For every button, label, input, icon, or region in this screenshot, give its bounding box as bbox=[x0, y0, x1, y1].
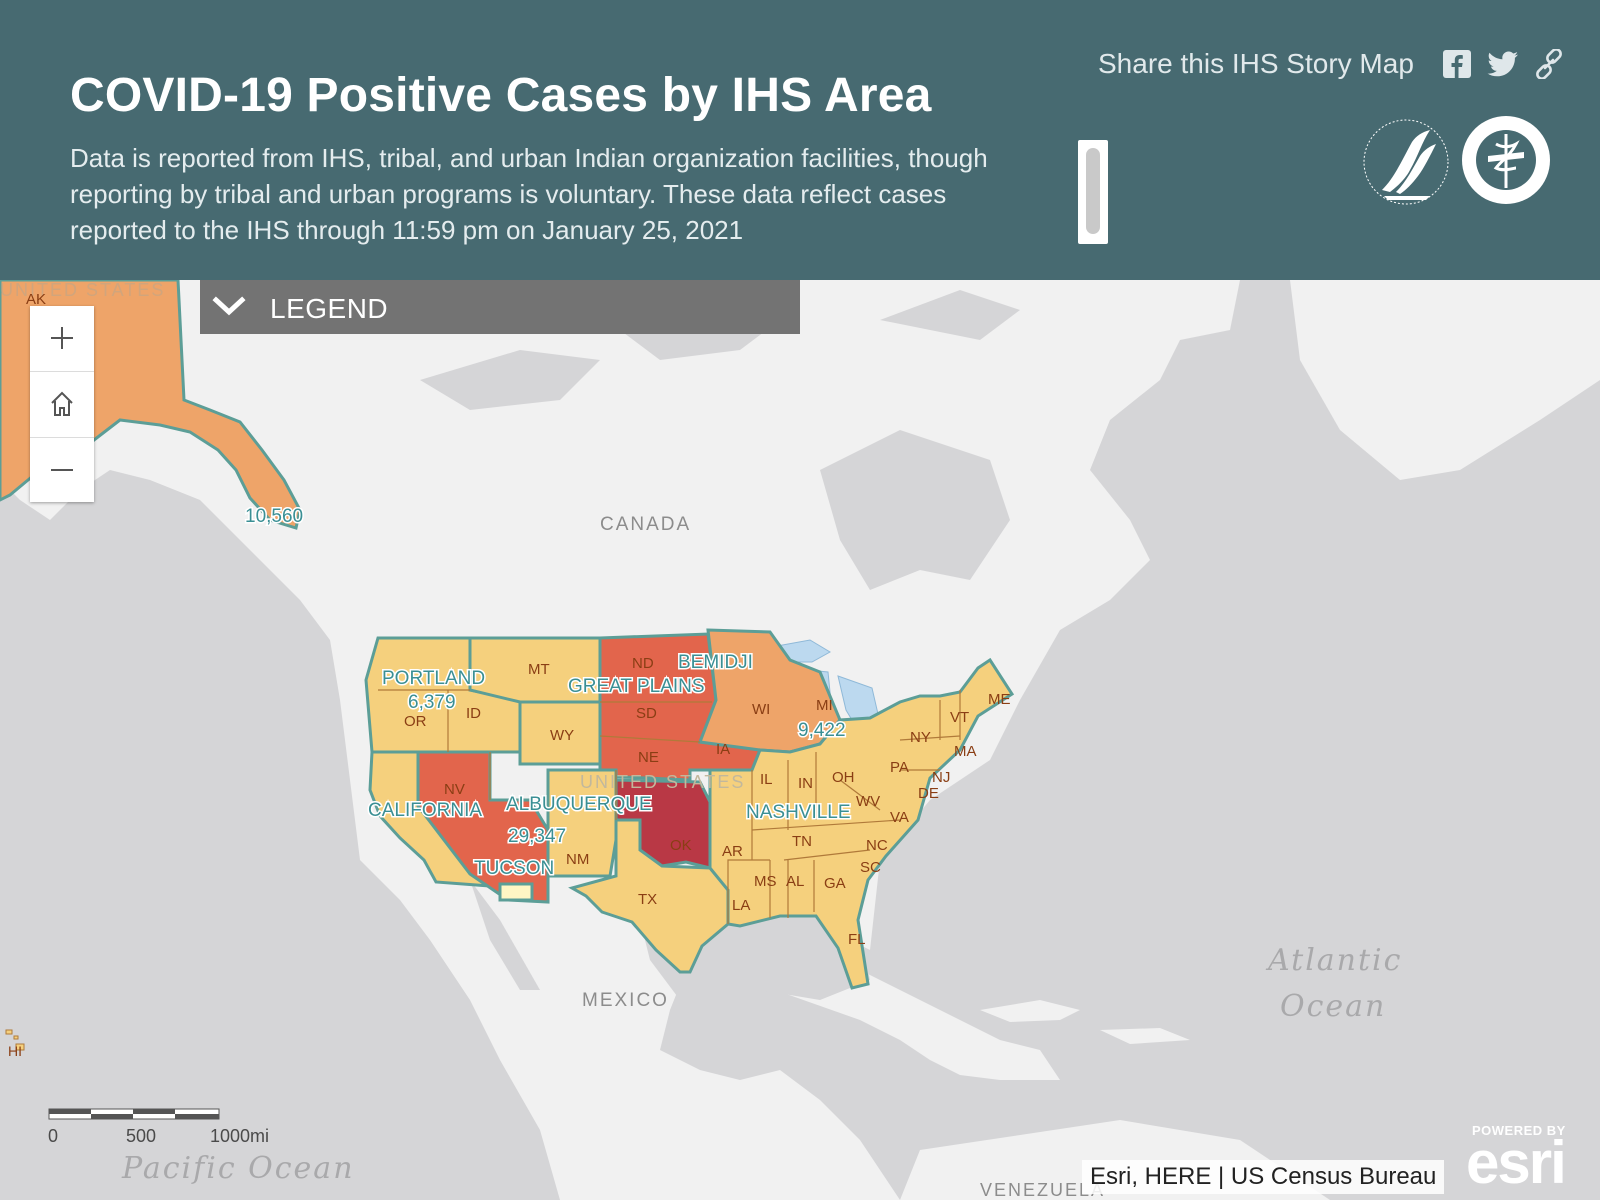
area-count-bemidji: 9,422 bbox=[798, 720, 846, 741]
state-label-wv: WV bbox=[856, 793, 880, 810]
area-texas[interactable] bbox=[568, 818, 730, 974]
area-name-nashville: NASHVILLE bbox=[746, 802, 851, 823]
twitter-icon[interactable] bbox=[1486, 49, 1520, 79]
link-icon[interactable] bbox=[1534, 49, 1564, 79]
state-label-tn: TN bbox=[792, 833, 812, 850]
state-label-sc: SC bbox=[860, 859, 881, 876]
home-button[interactable] bbox=[30, 372, 94, 436]
scale-label-0: 0 bbox=[48, 1126, 59, 1146]
state-label-il: IL bbox=[760, 771, 773, 788]
country-label-united-states: UNITED STATES bbox=[580, 772, 745, 792]
state-label-mt: MT bbox=[528, 661, 550, 678]
state-label-wy: WY bbox=[550, 727, 574, 744]
area-name-portland: PORTLAND bbox=[382, 668, 485, 689]
home-icon bbox=[51, 391, 73, 416]
zoom-divider bbox=[30, 371, 94, 372]
map-canvas[interactable]: CANADA MEXICO UNITED STATES VENEZUELA UN… bbox=[0, 280, 1600, 1200]
scale-bar bbox=[48, 1108, 220, 1120]
state-label-in: IN bbox=[798, 775, 813, 792]
state-label-oh: OH bbox=[832, 769, 855, 786]
state-label-id: ID bbox=[466, 705, 481, 722]
esri-logo[interactable]: esri bbox=[1466, 1129, 1567, 1196]
state-label-ar: AR bbox=[722, 843, 743, 860]
zoom-controls bbox=[30, 306, 94, 502]
state-label-va: VA bbox=[890, 809, 909, 826]
share-label: Share this IHS Story Map bbox=[1098, 48, 1414, 79]
state-label-ne: NE bbox=[638, 749, 659, 766]
state-label-sd: SD bbox=[636, 705, 657, 722]
country-label-venezuela: VENEZUELA bbox=[980, 1180, 1105, 1200]
state-label-ms: MS bbox=[754, 873, 777, 890]
state-label-ia: IA bbox=[716, 741, 730, 758]
zoom-out-button[interactable] bbox=[30, 438, 94, 502]
country-label-mexico: MEXICO bbox=[582, 990, 669, 1011]
legend-toggle-bar[interactable]: LEGEND bbox=[200, 280, 800, 334]
area-name-tucson: TUCSON bbox=[474, 858, 554, 879]
state-label-ma: MA bbox=[954, 743, 977, 760]
state-label-wi: WI bbox=[752, 701, 770, 718]
state-label-or: OR bbox=[404, 713, 427, 730]
area-tucson[interactable] bbox=[498, 882, 534, 902]
area-count-albuquerque: 29,347 bbox=[508, 826, 566, 847]
map-attribution[interactable]: Esri, HERE | US Census Bureau bbox=[1082, 1160, 1445, 1194]
map-view[interactable]: CANADA MEXICO UNITED STATES VENEZUELA UN… bbox=[0, 280, 1600, 1200]
page-title: COVID-19 Positive Cases by IHS Area bbox=[70, 69, 932, 122]
state-label-hi: HI bbox=[8, 1043, 22, 1059]
state-label-ny: NY bbox=[910, 729, 931, 746]
area-count-alaska: 10,560 bbox=[245, 506, 303, 527]
page-subtitle: Data is reported from IHS, tribal, and u… bbox=[70, 143, 988, 245]
ocean-label-atlantic-1: Atlantic bbox=[1265, 943, 1402, 978]
plus-icon bbox=[51, 327, 73, 349]
state-label-ok: OK bbox=[670, 837, 692, 854]
story-map-header: COVID-19 Positive Cases by IHS Area Data… bbox=[0, 0, 1600, 280]
state-label-mi: MI bbox=[816, 697, 833, 714]
ihs-seal-logo bbox=[1462, 116, 1550, 204]
state-label-me: ME bbox=[988, 691, 1011, 708]
state-label-pa: PA bbox=[890, 759, 909, 776]
country-label-united-states-ak: UNITED STATES bbox=[0, 280, 165, 300]
ocean-label-atlantic-2: Ocean bbox=[1280, 989, 1386, 1024]
scale-label-500: 500 bbox=[126, 1126, 157, 1146]
area-name-albuquerque: ALBUQUERQUE bbox=[506, 794, 652, 815]
scrollbar-thumb[interactable] bbox=[1086, 148, 1100, 234]
area-name-great-plains: GREAT PLAINS bbox=[568, 676, 705, 697]
state-label-nm: NM bbox=[566, 851, 589, 868]
state-label-de: DE bbox=[918, 785, 939, 802]
area-albuquerque[interactable] bbox=[546, 768, 618, 878]
state-label-nd: ND bbox=[632, 655, 654, 672]
state-label-nv: NV bbox=[444, 781, 465, 798]
scale-label-1000: 1000mi bbox=[210, 1126, 270, 1146]
state-label-vt: VT bbox=[950, 709, 969, 726]
area-count-portland: 6,379 bbox=[408, 692, 456, 713]
area-hawaii[interactable] bbox=[5, 1029, 25, 1051]
state-label-ga: GA bbox=[824, 875, 846, 892]
state-label-nc: NC bbox=[866, 837, 888, 854]
ocean-label-pacific: Pacific Ocean bbox=[121, 1151, 355, 1186]
zoom-in-button[interactable] bbox=[30, 306, 94, 370]
zoom-divider bbox=[30, 437, 94, 438]
state-label-tx: TX bbox=[638, 891, 657, 908]
legend-label[interactable]: LEGEND bbox=[270, 293, 389, 324]
state-label-fl: FL bbox=[848, 931, 866, 948]
state-label-ak: AK bbox=[26, 291, 46, 308]
subtitle-scrollbar[interactable] bbox=[1078, 140, 1108, 244]
area-name-bemidji: BEMIDJI bbox=[678, 652, 753, 673]
state-boundaries bbox=[378, 689, 961, 924]
state-label-la: LA bbox=[732, 897, 750, 914]
esri-powered-by: POWERED BY bbox=[1472, 1123, 1566, 1138]
country-label-canada: CANADA bbox=[600, 514, 691, 535]
area-name-california: CALIFORNIA bbox=[368, 800, 482, 821]
area-nashville[interactable] bbox=[708, 657, 1015, 990]
chevron-down-icon[interactable] bbox=[212, 292, 246, 322]
hhs-seal-logo bbox=[1363, 119, 1449, 205]
minus-icon bbox=[51, 469, 73, 471]
state-label-nj: NJ bbox=[932, 769, 950, 786]
state-label-al: AL bbox=[786, 873, 804, 890]
facebook-icon[interactable] bbox=[1442, 49, 1472, 79]
